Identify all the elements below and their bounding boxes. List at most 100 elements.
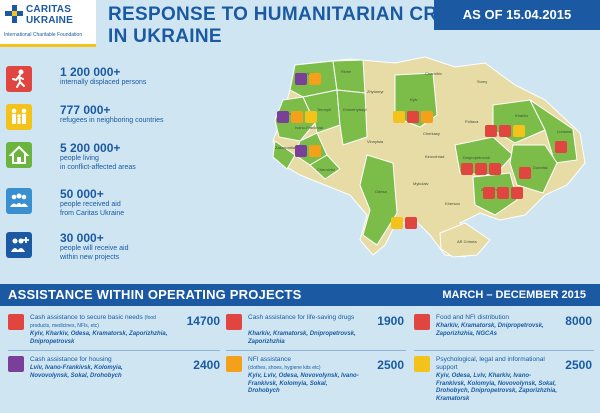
stat-value: 5 200 000+ — [60, 141, 121, 155]
project-locations: Kyiv, Kharkiv, Odesa, Kramatorsk, Zapori… — [30, 331, 168, 345]
nfi-clothes-icon — [226, 356, 242, 372]
people-plus-icon — [6, 232, 32, 258]
label-lviv: Lviv — [287, 111, 294, 116]
food-marker-icon — [511, 187, 523, 199]
date-badge: AS OF 15.04.2015 — [434, 0, 600, 30]
label-donetsk: Donetsk — [533, 165, 548, 170]
oblast-odesa — [359, 154, 398, 246]
stat-desc: people received aid from Caritas Ukraine — [60, 201, 125, 217]
label-kherson: Kherson — [445, 201, 460, 206]
project-title: Psychological, legal and informational s… — [436, 356, 545, 371]
label-kirovohrad: Kirovohrad — [425, 154, 444, 159]
nfi-marker-icon — [309, 73, 321, 85]
project-value: 2500 — [377, 358, 404, 372]
stat-desc: refugees in neighboring countries — [60, 117, 164, 124]
support-marker-icon — [391, 217, 403, 229]
divider — [226, 350, 406, 351]
medical-marker-icon — [499, 125, 511, 137]
label-chernihiv: Chernihiv — [425, 71, 442, 76]
housing-marker-icon — [295, 145, 307, 157]
project-value: 1900 — [377, 314, 404, 328]
label-zakarpattia: Zakarpattia — [275, 145, 296, 150]
cash-marker-icon — [407, 111, 419, 123]
stat-desc: people living in conflict-affected areas — [60, 155, 136, 171]
support-marker-icon — [513, 125, 525, 137]
support-marker-icon — [305, 111, 317, 123]
support-marker-icon — [393, 111, 405, 123]
project-title: Cash assistance for housing — [30, 356, 112, 363]
label-rivne: Rivne — [341, 69, 352, 74]
project-title: Food and NFI distribution — [436, 314, 509, 321]
stat-desc: people will receive aid within new proje… — [60, 245, 129, 261]
label-odesa: Odesa — [375, 189, 388, 194]
oblast-donetsk — [509, 144, 558, 194]
medical-marker-icon — [475, 163, 487, 175]
label-luhansk: Luhansk — [557, 129, 572, 134]
label-ternopil: Ternopil — [317, 107, 331, 112]
divider — [8, 350, 220, 351]
oblast-rivne — [332, 59, 366, 94]
medical-marker-icon — [497, 187, 509, 199]
stat-desc: internally displaced persons — [60, 79, 147, 86]
oblast-zaporizhzhia — [472, 172, 518, 216]
projects-banner: ASSISTANCE WITHIN OPERATING PROJECTS MAR… — [0, 284, 600, 306]
oblast-zakarpattia — [272, 140, 296, 170]
project-value: 8000 — [565, 314, 592, 328]
stat-value: 1 200 000+ — [60, 65, 121, 79]
label-vinnytsia: Vinnytsia — [367, 139, 384, 144]
project-locations: Lviv, Ivano-Frankivsk, Kolomyia, Novovol… — [30, 365, 123, 379]
food-distribution-icon — [414, 314, 430, 330]
label-poltava: Poltava — [465, 119, 479, 124]
project-locations: Kyiv, Lviv, Odesa, Novovolynsk, Ivano-Fr… — [248, 373, 359, 394]
cross-icon — [5, 5, 23, 23]
nfi-marker-icon — [421, 111, 433, 123]
project-locations: Kyiv, Odesa, Lviv, Kharkiv, Ivano-Franki… — [436, 373, 558, 402]
food-marker-icon — [555, 141, 567, 153]
stat-value: 30 000+ — [60, 231, 104, 245]
banner-period: MARCH – DECEMBER 2015 — [442, 289, 586, 301]
cash-marker-icon — [485, 125, 497, 137]
nfi-marker-icon — [291, 111, 303, 123]
house-icon — [6, 142, 32, 168]
label-sumy: Sumy — [477, 79, 487, 84]
project-locations: Kharkiv, Kramatorsk, Dnipropetrovsk, Zap… — [248, 331, 356, 345]
label-crimea: AR Crimea — [457, 239, 477, 244]
label-kyiv: Kyiv — [410, 97, 418, 102]
ukraine-map: Volyn Rivne Lviv Ternopil Zakarpattia Iv… — [255, 45, 600, 277]
oblast-khmelnytskyi — [336, 89, 368, 146]
cash-marker-icon — [461, 163, 473, 175]
label-zhytomyr: Zhytomyr — [367, 89, 384, 94]
housing-marker-icon — [277, 111, 289, 123]
project-value: 2500 — [565, 358, 592, 372]
logo-line1: CARITAS — [26, 4, 72, 15]
label-cherkasy: Cherkasy — [423, 131, 440, 136]
family-icon — [6, 104, 32, 130]
people-group-icon — [6, 188, 32, 214]
page-title: RESPONSE TO HUMANITARIAN CRISIS IN UKRAI… — [108, 4, 474, 48]
project-title: NFI assistance (clothes, shoes, hygiene k… — [248, 356, 321, 371]
project-title: Cash assistance for life-saving drugs — [248, 314, 355, 321]
psychological-support-icon — [414, 356, 430, 372]
divider — [414, 350, 594, 351]
medical-caduceus-icon — [226, 314, 242, 330]
oblast-crimea — [439, 222, 491, 258]
logo-subtitle: International Charitable Foundation — [4, 32, 83, 38]
label-khmelnytskyi: Khmelnytskyi — [343, 107, 367, 112]
oblast-chernivtsi — [309, 154, 341, 180]
stat-value: 50 000+ — [60, 187, 104, 201]
label-mykolaiv: Mykolaiv — [413, 181, 429, 186]
logo-line2: UKRAINE — [26, 15, 73, 26]
project-locations: Kharkiv, Kramatorsk, Dnipropetrovsk, Zap… — [436, 323, 544, 337]
food-marker-icon — [519, 167, 531, 179]
cash-marker-icon — [405, 217, 417, 229]
cash-basic-needs-icon — [8, 314, 24, 330]
housing-marker-icon — [295, 73, 307, 85]
stat-value: 777 000+ — [60, 103, 111, 117]
food-marker-icon — [489, 163, 501, 175]
title-line2: IN UKRAINE — [108, 26, 222, 47]
person-running-icon — [6, 66, 32, 92]
caritas-logo[interactable]: CARITAS UKRAINE International Charitable… — [0, 0, 96, 47]
title-line1: RESPONSE TO HUMANITARIAN CRISIS — [108, 4, 475, 25]
header: CARITAS UKRAINE International Charitable… — [0, 0, 600, 56]
banner-title: ASSISTANCE WITHIN OPERATING PROJECTS — [8, 287, 302, 302]
